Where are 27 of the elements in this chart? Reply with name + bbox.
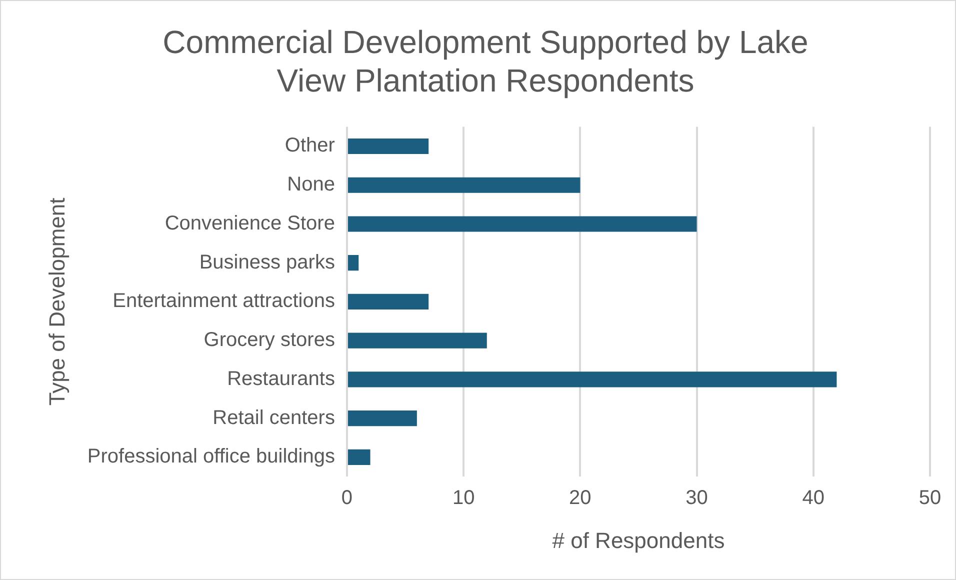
y-tick-label: Other <box>284 134 336 157</box>
x-tick-label: 40 <box>802 487 825 510</box>
bar <box>348 449 370 465</box>
y-tick-label: None <box>287 174 335 196</box>
bar <box>348 138 429 154</box>
y-tick-label: Entertainment attractions <box>112 290 335 312</box>
bar <box>348 332 487 348</box>
x-tick-label: 30 <box>686 487 708 510</box>
bar <box>348 177 580 193</box>
chart-title: Commercial Development Supported by Lake View Plantation Respondents <box>162 24 808 98</box>
bar <box>348 255 359 271</box>
y-tick-label: Business parks <box>199 251 335 274</box>
bar <box>348 372 837 388</box>
x-axis-title: # of Respondents <box>552 528 725 553</box>
bar <box>348 294 429 310</box>
bar <box>348 216 697 232</box>
x-tick-label: 20 <box>569 487 592 510</box>
bar <box>348 410 417 426</box>
x-tick-label: 10 <box>452 487 475 510</box>
x-tick-label: 50 <box>918 487 942 510</box>
y-axis-title: Type of Development <box>44 198 70 406</box>
y-tick-label: Professional office buildings <box>87 446 335 468</box>
y-tick-label: Restaurants <box>227 368 335 390</box>
y-tick-label: Convenience Store <box>164 212 335 234</box>
x-tick-label: 0 <box>341 487 353 510</box>
y-tick-label: Retail centers <box>212 406 335 429</box>
y-tick-label: Grocery stores <box>204 329 335 352</box>
